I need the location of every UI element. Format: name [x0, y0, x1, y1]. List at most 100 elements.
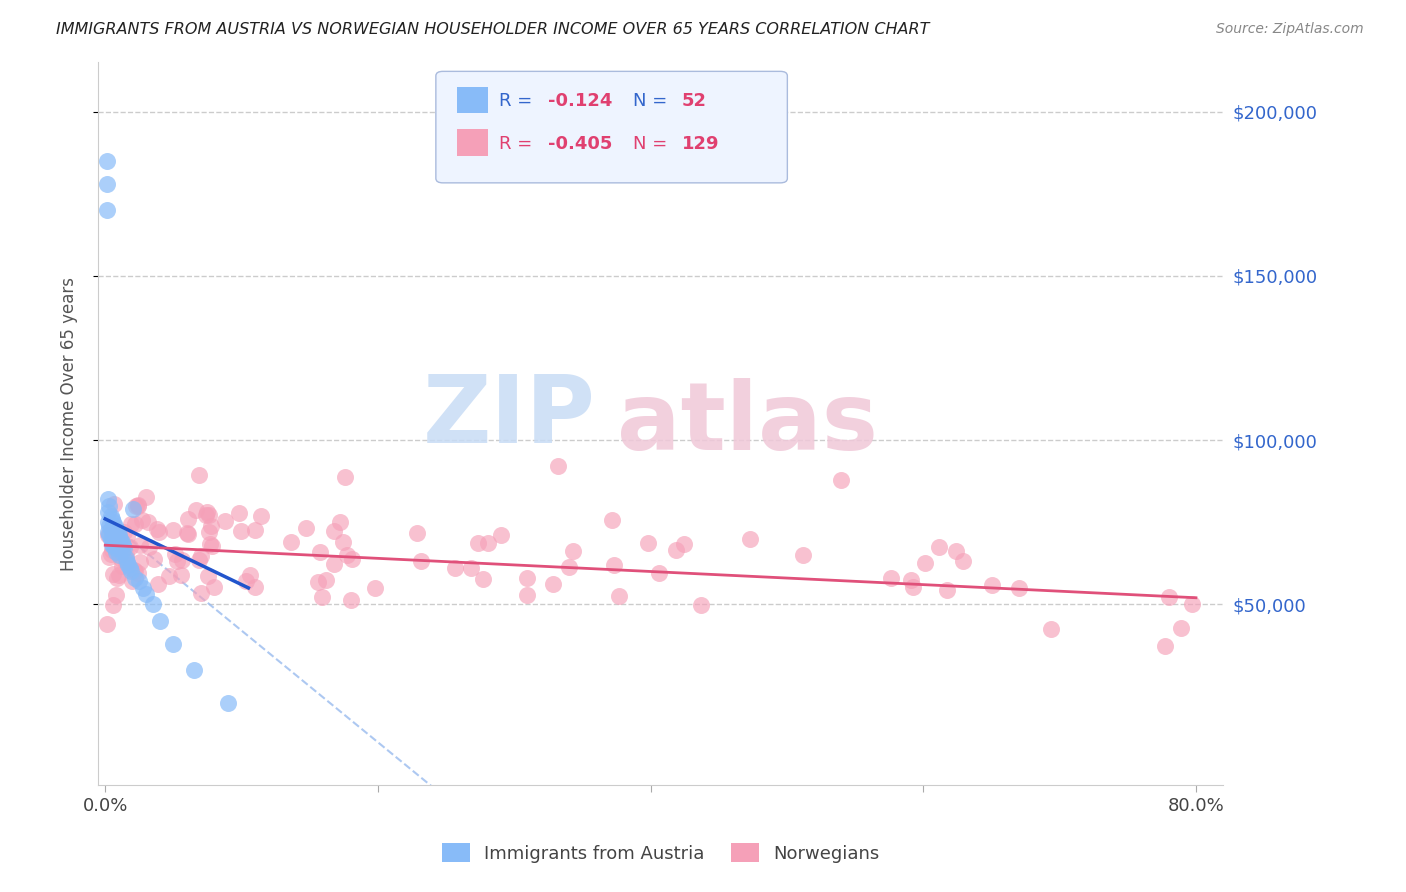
Point — [146, 522, 169, 536]
Point — [190, 586, 212, 600]
Point — [673, 537, 696, 551]
Point — [127, 566, 149, 580]
Point — [100, 522, 122, 536]
Point — [190, 549, 212, 564]
Point — [97, 515, 120, 529]
Point — [108, 528, 131, 542]
Point — [138, 540, 160, 554]
Point — [100, 532, 122, 546]
Point — [541, 577, 564, 591]
Point — [561, 544, 583, 558]
Point — [900, 574, 922, 588]
Point — [101, 538, 124, 552]
Point — [135, 490, 157, 504]
Point — [295, 521, 318, 535]
Point — [142, 551, 165, 566]
Point — [128, 538, 150, 552]
Point — [665, 542, 688, 557]
Text: IMMIGRANTS FROM AUSTRIA VS NORWEGIAN HOUSEHOLDER INCOME OVER 65 YEARS CORRELATIO: IMMIGRANTS FROM AUSTRIA VS NORWEGIAN HOU… — [56, 22, 929, 37]
Point — [115, 555, 138, 569]
Point — [114, 551, 136, 566]
Point — [101, 566, 124, 581]
Point — [516, 588, 538, 602]
Point — [648, 566, 671, 580]
Point — [177, 527, 200, 541]
Point — [100, 525, 122, 540]
Point — [128, 574, 150, 589]
Point — [96, 153, 118, 168]
Point — [239, 568, 262, 582]
Point — [460, 561, 482, 575]
Point — [104, 528, 127, 542]
Point — [142, 598, 165, 612]
Point — [980, 578, 1002, 592]
Point — [364, 581, 387, 595]
Point — [945, 544, 967, 558]
Point — [112, 541, 135, 556]
Point — [172, 553, 194, 567]
Point — [100, 508, 122, 523]
Point — [217, 696, 239, 710]
Point — [96, 616, 118, 631]
Point — [101, 532, 124, 546]
Point — [1008, 582, 1031, 596]
Point — [229, 524, 252, 538]
Point — [309, 545, 332, 559]
Point — [104, 541, 127, 556]
Point — [110, 535, 132, 549]
Point — [690, 598, 713, 612]
Point — [105, 539, 128, 553]
Point — [112, 539, 135, 553]
Point — [105, 588, 128, 602]
Point — [97, 492, 120, 507]
Point — [105, 522, 128, 536]
Point — [914, 556, 936, 570]
Point — [107, 535, 129, 549]
Point — [101, 522, 124, 536]
Point — [936, 582, 959, 597]
Point — [104, 518, 127, 533]
Point — [100, 543, 122, 558]
Text: 52: 52 — [682, 92, 707, 110]
Point — [166, 553, 188, 567]
Point — [250, 508, 273, 523]
Text: atlas: atlas — [616, 377, 877, 470]
Point — [201, 539, 224, 553]
Text: N =: N = — [633, 92, 672, 110]
Point — [235, 574, 257, 588]
Point — [120, 516, 142, 531]
Point — [280, 535, 302, 549]
Point — [558, 560, 581, 574]
Point — [187, 468, 209, 483]
Point — [516, 571, 538, 585]
Point — [1170, 621, 1192, 635]
Point — [97, 505, 120, 519]
Point — [96, 203, 118, 218]
Point — [149, 614, 172, 628]
Point — [198, 525, 221, 540]
Point — [198, 537, 221, 551]
Point — [103, 497, 125, 511]
Point — [323, 558, 346, 572]
Point — [183, 663, 205, 677]
Point — [472, 572, 495, 586]
Point — [1181, 597, 1204, 611]
Point — [127, 499, 149, 513]
Point — [323, 524, 346, 539]
Point — [1157, 590, 1180, 604]
Point — [165, 547, 187, 561]
Point — [311, 590, 333, 604]
Point — [162, 524, 184, 538]
Point — [200, 518, 222, 533]
Point — [792, 549, 814, 563]
Text: -0.124: -0.124 — [548, 92, 613, 110]
Point — [107, 568, 129, 582]
Point — [129, 555, 152, 569]
Point — [115, 551, 138, 566]
Point — [409, 554, 432, 568]
Point — [103, 524, 125, 539]
Point — [901, 580, 924, 594]
Point — [148, 525, 170, 540]
Point — [124, 516, 146, 531]
Point — [880, 571, 903, 585]
